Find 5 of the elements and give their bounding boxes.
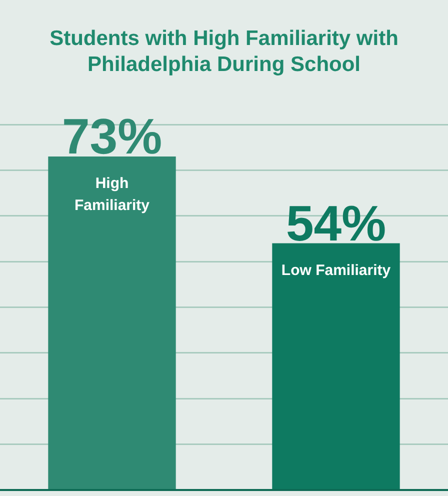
data-label: 54% <box>286 195 386 252</box>
x-tick-label: Low Familiarity <box>281 262 392 279</box>
x-tick-label: High Familiarity <box>74 175 150 214</box>
data-label: 73% <box>62 108 162 164</box>
chart-title: Students with High Familiarity with Philadelphia During School <box>50 26 398 76</box>
